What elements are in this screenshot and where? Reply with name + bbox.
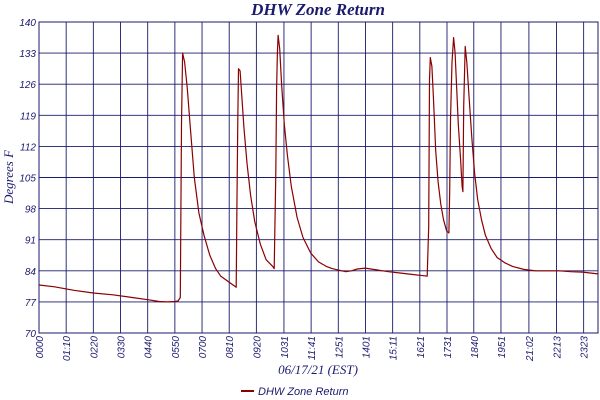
legend-entry: DHW Zone Return: [258, 386, 348, 398]
x-tick-label: 11:41: [307, 336, 318, 360]
y-tick-label: 119: [20, 111, 36, 122]
x-tick-label: 1401: [361, 336, 372, 358]
x-tick-label: 0440: [144, 336, 155, 359]
grid: [38, 21, 599, 334]
y-tick-label: 84: [25, 267, 37, 278]
y-tick-label: 126: [19, 80, 36, 91]
x-tick-label: 0920: [252, 336, 263, 359]
x-tick-label: 0000: [35, 336, 46, 359]
y-tick-label: 91: [25, 236, 36, 247]
x-tick-labels: 0000 01:10 0220 0330 0440 0550 0700 0810 0920 103…: [35, 336, 591, 362]
y-tick-label: 105: [19, 174, 36, 185]
x-tick-label: 0700: [198, 336, 209, 359]
x-tick-label: 0810: [225, 336, 236, 359]
series-group: [38, 34, 599, 303]
x-tick-label: 1251: [334, 336, 345, 358]
y-tick-label: 133: [19, 49, 36, 60]
x-tick-label: 0550: [171, 336, 182, 359]
x-tick-label: 1731: [443, 336, 454, 358]
x-tick-label: 0330: [117, 336, 128, 359]
y-axis-label: Degrees F: [1, 149, 16, 205]
y-tick-label: 98: [25, 205, 37, 216]
y-tick-label: 112: [20, 142, 36, 153]
x-tick-label: 2323: [580, 336, 591, 360]
x-tick-label: 01:10: [62, 336, 73, 361]
series-line: [38, 34, 599, 303]
x-tick-label: 2213: [552, 336, 563, 360]
y-tick-label: 77: [25, 298, 37, 309]
x-tick-label: 15:11: [389, 336, 400, 360]
x-tick-label: 0220: [89, 336, 100, 359]
x-tick-label: 1031: [280, 336, 291, 358]
legend: DHW Zone Return: [241, 386, 348, 398]
y-tick-label: 140: [19, 18, 36, 29]
y-tick-labels: 70 77 84 91 98 105 112 119 126 133 140: [19, 18, 36, 340]
x-axis-label: 06/17/21 (EST): [278, 362, 358, 377]
y-tick-label: 70: [25, 329, 37, 340]
chart-title: DHW Zone Return: [250, 0, 385, 19]
x-tick-label: 21:02: [525, 336, 536, 362]
x-tick-label: 1840: [470, 336, 481, 359]
x-tick-label: 1951: [497, 336, 508, 358]
x-tick-label: 1621: [416, 336, 427, 358]
